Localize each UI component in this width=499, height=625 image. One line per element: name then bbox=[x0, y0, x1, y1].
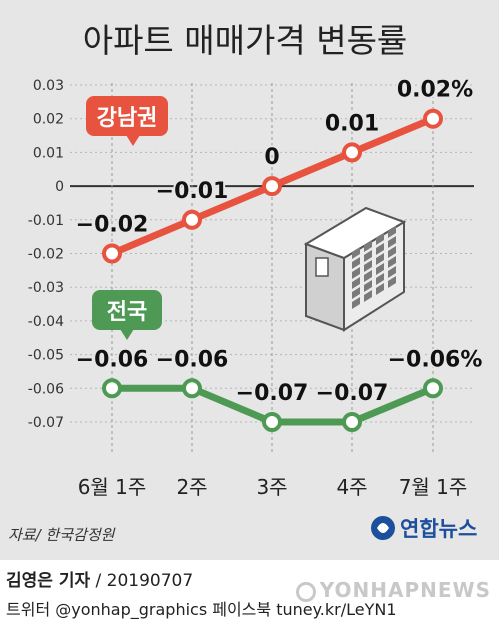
chart-title: 아파트 매매가격 변동률 bbox=[83, 21, 408, 60]
y-tick-label: 0 bbox=[55, 179, 64, 195]
source-note: 자료/ 한국감정원 bbox=[8, 526, 116, 544]
data-point bbox=[423, 108, 443, 129]
y-tick-label: 0.02 bbox=[33, 112, 64, 128]
data-label: −0.02 bbox=[76, 213, 149, 238]
data-point bbox=[102, 378, 122, 399]
data-label: −0.07 bbox=[316, 381, 389, 406]
building-window bbox=[388, 246, 396, 258]
data-label: −0.01 bbox=[156, 179, 229, 204]
data-label: −0.06% bbox=[388, 347, 483, 372]
building-window bbox=[376, 283, 384, 295]
building-windows bbox=[352, 226, 396, 309]
footer: 김영은 기자 / 20190707 트위터 @yonhap_graphics 페… bbox=[0, 560, 499, 625]
y-tick-label: -0.04 bbox=[28, 314, 64, 330]
y-tick-label: -0.05 bbox=[28, 348, 64, 364]
publish-date: / 20190707 bbox=[90, 571, 194, 591]
watermark-icon bbox=[295, 581, 316, 602]
data-point bbox=[262, 412, 282, 432]
social-links: 트위터 @yonhap_graphics 페이스북 tuney.kr/LeYN1 bbox=[6, 600, 397, 619]
building-window bbox=[352, 267, 360, 279]
x-tick-label: 2주 bbox=[176, 475, 207, 499]
series-badge-national-label: 전국 bbox=[107, 300, 147, 325]
apartment-building-icon bbox=[303, 206, 407, 332]
building-window bbox=[352, 247, 360, 259]
brand-logo-text: 연합뉴스 bbox=[400, 517, 477, 541]
building-window bbox=[364, 280, 372, 292]
data-point bbox=[342, 412, 362, 432]
reporter-name: 김영은 기자 bbox=[6, 571, 91, 591]
building-window bbox=[376, 263, 384, 275]
data-labels: −0.02 −0.01 0 0.01 0.02% −0.06 −0.06 −0.07 −0.07… bbox=[74, 76, 485, 408]
x-tick-label: 4주 bbox=[336, 475, 367, 499]
building-window bbox=[388, 236, 396, 248]
y-tick-label: -0.07 bbox=[28, 415, 64, 431]
x-tick-label: 6월 1주 bbox=[78, 475, 147, 499]
data-label: 0.02% bbox=[397, 78, 473, 103]
data-label: 0 bbox=[264, 145, 279, 170]
building-window bbox=[352, 257, 360, 269]
data-point bbox=[423, 378, 443, 399]
data-point bbox=[342, 142, 362, 163]
data-label: −0.06 bbox=[156, 347, 229, 372]
credit-line: 김영은 기자 / 20190707 bbox=[6, 566, 193, 591]
data-label: −0.07 bbox=[236, 381, 309, 406]
building-window bbox=[352, 297, 360, 309]
y-axis-ticks: 0.03 0.02 0.01 0 -0.01 -0.02 -0.03 -0.04 -0.05 -0… bbox=[28, 78, 64, 431]
brand-logo: 연합뉴스 bbox=[371, 516, 477, 541]
data-point bbox=[262, 176, 282, 197]
x-axis-labels: 6월 1주 2주 3주 4주 7월 1주 bbox=[78, 475, 468, 499]
building-window bbox=[388, 266, 396, 278]
building-window bbox=[376, 253, 384, 265]
building-window bbox=[364, 270, 372, 282]
y-tick-label: -0.06 bbox=[28, 381, 64, 397]
building-window bbox=[352, 277, 360, 289]
building-window bbox=[388, 276, 396, 288]
data-point bbox=[182, 378, 202, 399]
building-window bbox=[376, 243, 384, 255]
building-window bbox=[376, 233, 384, 245]
x-tick-label: 3주 bbox=[256, 475, 287, 499]
line-chart: 아파트 매매가격 변동률 0.03 0.02 0.01 0 -0.01 -0.02 -0.0… bbox=[8, 21, 485, 544]
series-badge-gangnam: 강남권 bbox=[86, 96, 168, 146]
chart-area: 아파트 매매가격 변동률 0.03 0.02 0.01 0 -0.01 -0.02 -0.0… bbox=[0, 0, 499, 560]
y-tick-label: -0.02 bbox=[28, 247, 64, 263]
x-tick-label: 7월 1주 bbox=[399, 475, 468, 499]
data-points bbox=[102, 108, 443, 432]
building-window bbox=[364, 260, 372, 272]
data-label: −0.06 bbox=[76, 347, 149, 372]
data-label: 0.01 bbox=[325, 111, 379, 136]
watermark: YONHAPNEWS bbox=[295, 578, 491, 602]
data-point bbox=[102, 243, 122, 264]
series-badge-national: 전국 bbox=[92, 290, 162, 340]
building-window bbox=[388, 226, 396, 238]
building-window bbox=[364, 240, 372, 252]
series-badge-gangnam-label: 강남권 bbox=[97, 106, 158, 131]
y-tick-label: 0.01 bbox=[33, 145, 64, 161]
watermark-text: YONHAPNEWS bbox=[319, 578, 491, 602]
building-window bbox=[388, 256, 396, 268]
building-window bbox=[364, 250, 372, 262]
y-tick-label: -0.03 bbox=[28, 280, 64, 296]
y-tick-label: 0.03 bbox=[33, 78, 64, 94]
building-window bbox=[376, 273, 384, 285]
y-tick-label: -0.01 bbox=[28, 213, 64, 229]
building-window bbox=[364, 290, 372, 302]
data-point bbox=[182, 209, 202, 230]
building-window bbox=[352, 287, 360, 299]
